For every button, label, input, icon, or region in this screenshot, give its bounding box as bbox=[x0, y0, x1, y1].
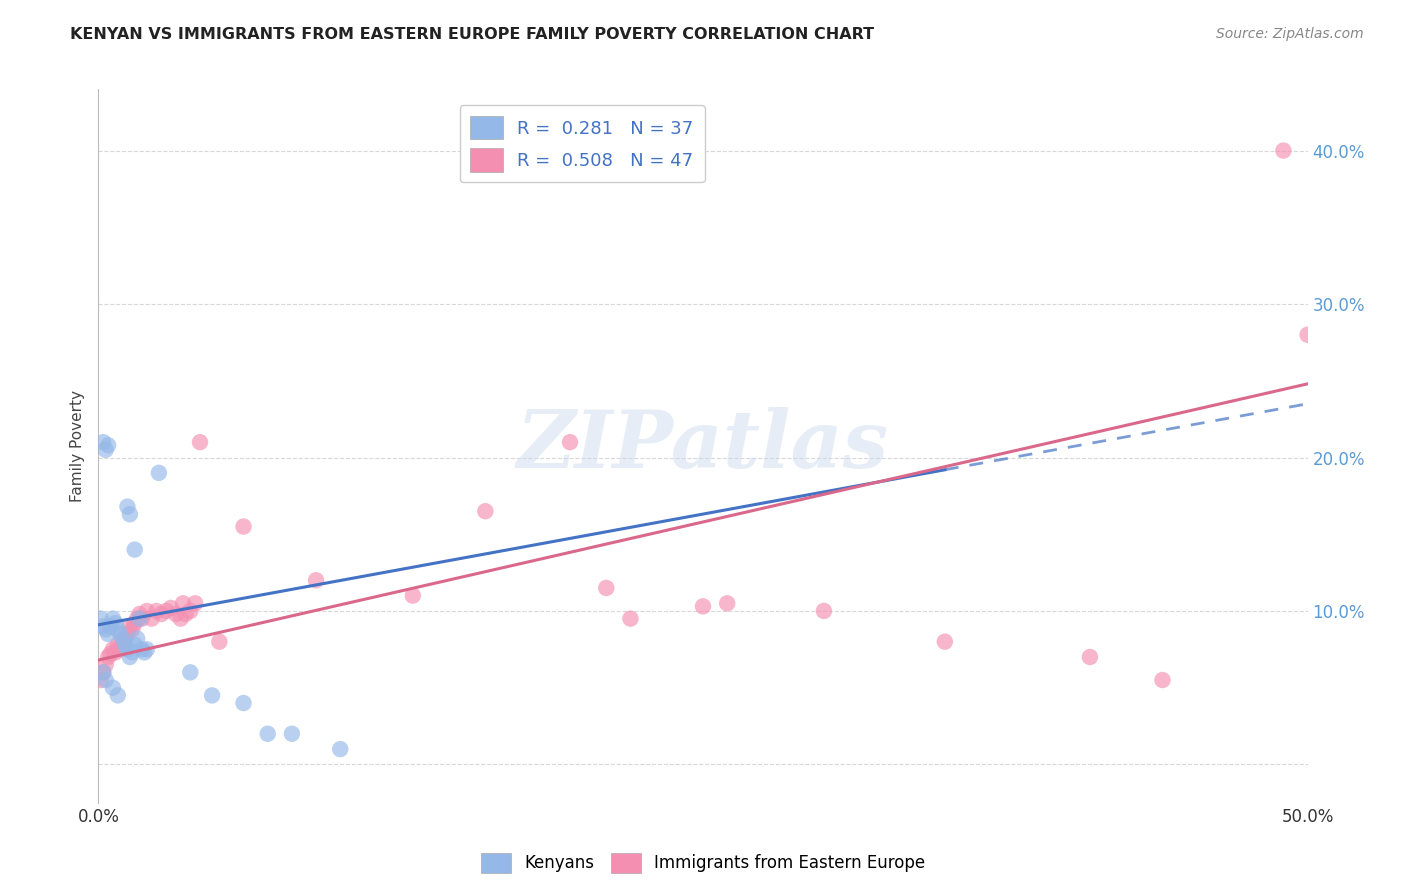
Point bbox=[716, 596, 738, 610]
Y-axis label: Family Poverty: Family Poverty bbox=[70, 390, 86, 502]
Point bbox=[208, 634, 231, 648]
Point bbox=[121, 645, 143, 659]
Text: KENYAN VS IMMIGRANTS FROM EASTERN EUROPE FAMILY POVERTY CORRELATION CHART: KENYAN VS IMMIGRANTS FROM EASTERN EUROPE… bbox=[70, 27, 875, 42]
Point bbox=[100, 647, 122, 661]
Point bbox=[91, 665, 114, 680]
Point bbox=[402, 589, 425, 603]
Point bbox=[90, 612, 112, 626]
Point bbox=[117, 500, 139, 514]
Point bbox=[127, 632, 149, 646]
Point bbox=[107, 623, 129, 637]
Point bbox=[111, 632, 134, 646]
Point bbox=[94, 442, 117, 457]
Point bbox=[121, 623, 143, 637]
Point bbox=[97, 627, 120, 641]
Point bbox=[179, 665, 201, 680]
Point bbox=[128, 607, 150, 621]
Point bbox=[101, 681, 124, 695]
Point bbox=[117, 627, 139, 641]
Point bbox=[104, 645, 127, 659]
Point bbox=[155, 604, 177, 618]
Point bbox=[117, 642, 139, 657]
Point bbox=[128, 612, 150, 626]
Point bbox=[184, 596, 207, 610]
Point bbox=[118, 508, 141, 522]
Point bbox=[124, 638, 146, 652]
Point bbox=[1078, 650, 1101, 665]
Point bbox=[813, 604, 835, 618]
Point bbox=[114, 638, 136, 652]
Text: ZIPatlas: ZIPatlas bbox=[517, 408, 889, 484]
Point bbox=[91, 665, 114, 680]
Point bbox=[91, 619, 114, 633]
Point bbox=[131, 612, 153, 626]
Point bbox=[104, 616, 127, 631]
Point bbox=[281, 727, 304, 741]
Point bbox=[150, 607, 173, 621]
Point bbox=[165, 607, 187, 621]
Point bbox=[232, 519, 254, 533]
Point bbox=[232, 696, 254, 710]
Point bbox=[127, 612, 149, 626]
Legend: Kenyans, Immigrants from Eastern Europe: Kenyans, Immigrants from Eastern Europe bbox=[474, 847, 932, 880]
Point bbox=[201, 689, 224, 703]
Point bbox=[111, 634, 134, 648]
Point bbox=[107, 689, 129, 703]
Point bbox=[134, 645, 156, 659]
Point bbox=[124, 616, 146, 631]
Legend: R =  0.281   N = 37, R =  0.508   N = 47: R = 0.281 N = 37, R = 0.508 N = 47 bbox=[460, 105, 704, 183]
Point bbox=[595, 581, 617, 595]
Point bbox=[131, 642, 153, 657]
Point bbox=[114, 632, 136, 646]
Point bbox=[172, 596, 194, 610]
Point bbox=[94, 673, 117, 687]
Point bbox=[135, 642, 157, 657]
Point bbox=[124, 542, 146, 557]
Text: Source: ZipAtlas.com: Source: ZipAtlas.com bbox=[1216, 27, 1364, 41]
Point bbox=[256, 727, 278, 741]
Point bbox=[108, 627, 131, 641]
Point bbox=[94, 623, 117, 637]
Point bbox=[619, 612, 641, 626]
Point bbox=[101, 612, 124, 626]
Point bbox=[474, 504, 496, 518]
Point bbox=[305, 574, 328, 588]
Point bbox=[101, 642, 124, 657]
Point bbox=[145, 604, 167, 618]
Point bbox=[141, 612, 163, 626]
Point bbox=[174, 607, 197, 621]
Point bbox=[107, 638, 129, 652]
Point bbox=[97, 650, 120, 665]
Point bbox=[94, 657, 117, 672]
Point bbox=[179, 604, 201, 618]
Point bbox=[160, 601, 183, 615]
Point bbox=[934, 634, 956, 648]
Point bbox=[1152, 673, 1174, 687]
Point bbox=[329, 742, 352, 756]
Point bbox=[692, 599, 714, 614]
Point bbox=[118, 650, 141, 665]
Point bbox=[118, 619, 141, 633]
Point bbox=[108, 642, 131, 657]
Point bbox=[1272, 144, 1295, 158]
Point bbox=[188, 435, 211, 450]
Point bbox=[1296, 327, 1319, 342]
Point bbox=[91, 435, 114, 450]
Point bbox=[169, 612, 191, 626]
Point bbox=[135, 604, 157, 618]
Point bbox=[148, 466, 170, 480]
Point bbox=[558, 435, 581, 450]
Point bbox=[97, 438, 120, 452]
Point bbox=[90, 673, 112, 687]
Point bbox=[100, 619, 122, 633]
